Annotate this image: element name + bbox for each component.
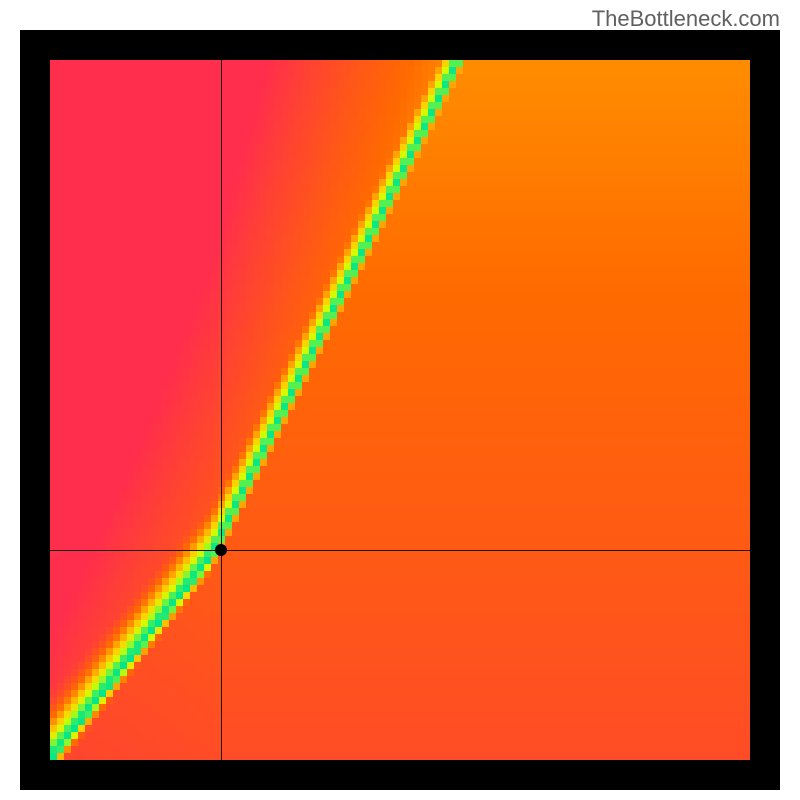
watermark-text: TheBottleneck.com bbox=[592, 6, 780, 32]
plot-area bbox=[50, 60, 750, 760]
crosshair-marker bbox=[215, 544, 227, 556]
canvas-container: TheBottleneck.com bbox=[0, 0, 800, 800]
crosshair-horizontal bbox=[50, 550, 750, 551]
crosshair-vertical bbox=[221, 60, 222, 760]
heatmap-svg bbox=[50, 60, 750, 760]
plot-frame bbox=[20, 30, 780, 790]
